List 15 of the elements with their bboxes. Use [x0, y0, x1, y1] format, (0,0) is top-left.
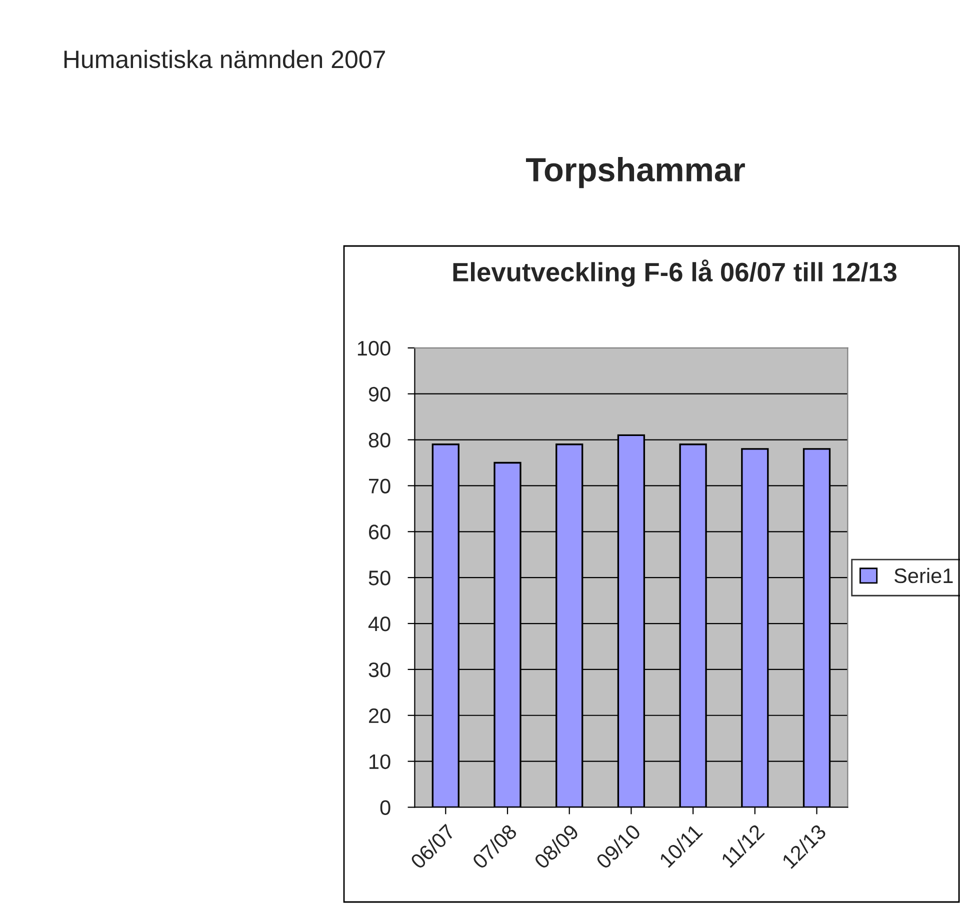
y-tick-label: 30 — [368, 662, 390, 678]
y-tick-label: 20 — [368, 708, 390, 724]
y-tick-label: 80 — [368, 432, 390, 448]
y-tick-label: 100 — [358, 340, 390, 356]
legend-label: Serie1 — [894, 568, 953, 584]
y-tick-label: 70 — [369, 478, 390, 494]
y-tick-label: 60 — [368, 524, 390, 540]
y-tick-label: 90 — [368, 386, 390, 402]
text: Torpshammar — [526, 157, 745, 188]
y-tick-label: 10 — [370, 754, 390, 770]
y-tick-label: 50 — [368, 570, 390, 586]
text: Humanistiska nämnden 2007 — [64, 50, 385, 68]
chart-title: Elevutveckling F-6 lå 06/07 till 12/13 — [453, 260, 897, 287]
y-tick-label: 40 — [368, 616, 390, 632]
y-tick-label: 0 — [380, 800, 390, 815]
